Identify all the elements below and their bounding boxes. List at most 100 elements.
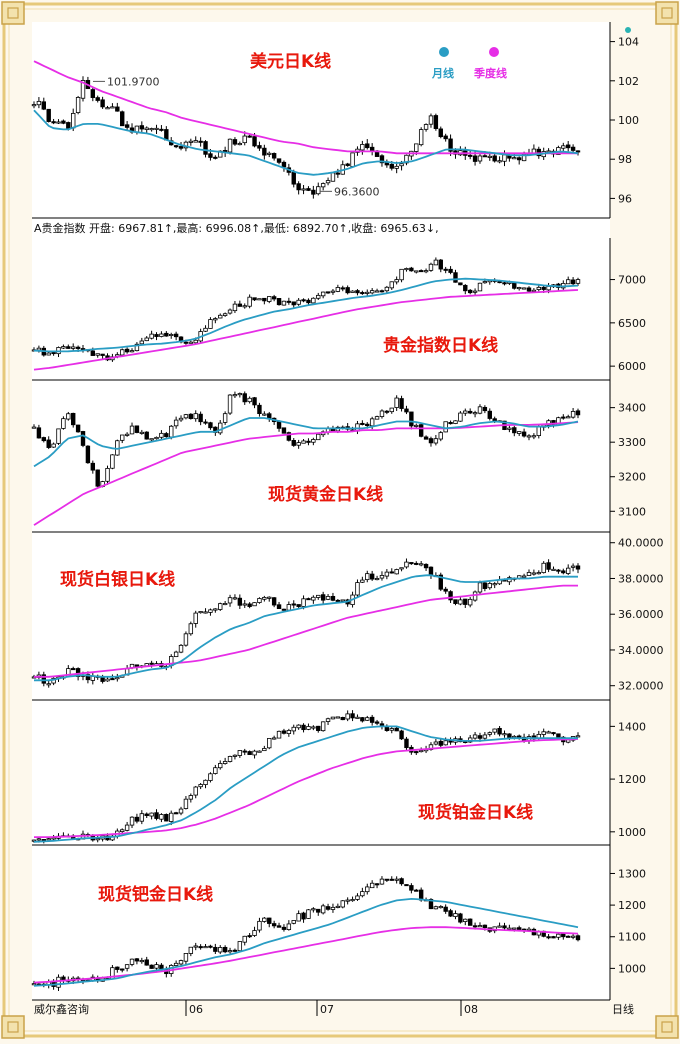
candle-body bbox=[418, 750, 424, 753]
candle-body bbox=[237, 303, 243, 307]
candle-body bbox=[178, 417, 184, 421]
candle-body bbox=[169, 425, 174, 438]
candle-body bbox=[428, 898, 434, 910]
candle-body bbox=[570, 935, 576, 938]
candle-body bbox=[95, 469, 100, 487]
candle-body bbox=[311, 596, 316, 601]
candle-body bbox=[556, 569, 561, 572]
candle-body bbox=[453, 599, 458, 604]
candle-body bbox=[154, 334, 159, 337]
candle-body bbox=[330, 172, 336, 182]
candle-body bbox=[365, 423, 370, 427]
candles bbox=[31, 257, 581, 362]
candle-body bbox=[183, 341, 189, 344]
candle-body bbox=[257, 404, 262, 415]
candle-body bbox=[134, 343, 140, 352]
candle-body bbox=[154, 812, 159, 819]
candle-body bbox=[330, 290, 336, 293]
candle-body bbox=[100, 99, 105, 108]
candle-body bbox=[399, 163, 404, 167]
candle-body bbox=[443, 268, 448, 271]
candle-body bbox=[46, 838, 51, 841]
candle-body bbox=[213, 156, 218, 159]
candle-body bbox=[129, 816, 135, 826]
panel-5: 1400 1200 1000 现货铂金日K线 bbox=[31, 700, 646, 846]
candle-body bbox=[276, 925, 282, 928]
candle-body bbox=[71, 668, 76, 671]
candle-body bbox=[512, 427, 517, 434]
candle-body bbox=[379, 878, 385, 885]
month-ma-line bbox=[33, 417, 579, 468]
candle-body bbox=[257, 145, 262, 149]
candle-body bbox=[237, 597, 243, 606]
y-tick-label: 3300 bbox=[618, 436, 646, 449]
y-tick-label: 7000 bbox=[618, 274, 646, 287]
candle-body bbox=[448, 591, 453, 601]
candle-body bbox=[267, 152, 272, 155]
candle-body bbox=[448, 138, 453, 152]
candle-body bbox=[208, 319, 213, 329]
candle-body bbox=[144, 431, 149, 440]
candle-body bbox=[418, 129, 424, 146]
candle-body bbox=[477, 735, 483, 739]
candle-body bbox=[374, 290, 380, 293]
candle-body bbox=[487, 155, 492, 158]
candle-body bbox=[213, 608, 218, 611]
candle-body bbox=[311, 189, 316, 195]
candle-body bbox=[443, 135, 448, 140]
candle-body bbox=[193, 612, 198, 624]
candle-body bbox=[438, 259, 443, 270]
candle-body bbox=[492, 583, 497, 586]
candle-body bbox=[203, 327, 208, 332]
candle-body bbox=[521, 287, 527, 290]
candle-body bbox=[369, 418, 375, 427]
candle-body bbox=[551, 936, 556, 939]
candle-body bbox=[262, 597, 267, 600]
candle-body bbox=[124, 433, 130, 436]
y-tick-label: 3400 bbox=[618, 402, 646, 415]
candle-body bbox=[433, 741, 439, 745]
candle-body bbox=[56, 976, 61, 988]
y-tick-label: 3100 bbox=[618, 505, 646, 518]
quarter-ma-line bbox=[33, 289, 579, 371]
candle-body bbox=[360, 292, 365, 295]
y-tick-label: 40.0000 bbox=[618, 537, 664, 550]
x-label-06: 06 bbox=[189, 1003, 203, 1016]
candle-body bbox=[252, 930, 257, 936]
candle-body bbox=[556, 933, 561, 938]
candle-body bbox=[247, 935, 252, 938]
candle-body bbox=[477, 925, 483, 928]
candle-body bbox=[267, 296, 272, 302]
corner-ornament-bottom-left bbox=[1, 1015, 25, 1039]
candle-body bbox=[134, 425, 140, 433]
candle-body bbox=[477, 282, 483, 292]
candle-body bbox=[311, 726, 316, 729]
candle-body bbox=[296, 183, 301, 191]
candle-body bbox=[139, 340, 145, 345]
candle-body bbox=[232, 139, 238, 145]
candle-body bbox=[394, 878, 399, 881]
candle-body bbox=[575, 150, 581, 153]
y-tick-label: 104 bbox=[618, 36, 639, 49]
month-ma-line bbox=[33, 725, 578, 843]
candle-body bbox=[193, 945, 198, 948]
candle-body bbox=[389, 728, 394, 731]
candle-body bbox=[306, 726, 311, 730]
candle-body bbox=[570, 565, 576, 568]
candle-body bbox=[271, 296, 277, 300]
candle-body bbox=[242, 750, 247, 753]
candle-body bbox=[433, 438, 439, 444]
candle-body bbox=[296, 299, 301, 305]
candle-body bbox=[208, 422, 213, 429]
candle-body bbox=[257, 598, 262, 603]
candle-body bbox=[173, 419, 179, 427]
candle-body bbox=[149, 128, 154, 131]
candle-body bbox=[124, 824, 130, 831]
candle-body bbox=[409, 267, 414, 272]
candle-body bbox=[350, 713, 355, 719]
candle-body bbox=[467, 289, 473, 294]
candle-body bbox=[61, 418, 66, 429]
candle-body bbox=[286, 300, 292, 303]
panel-2: 7000 6500 6000 贵金指数日K线 A贵金指数 开盘: 6967.81↑,最高… bbox=[31, 221, 646, 381]
